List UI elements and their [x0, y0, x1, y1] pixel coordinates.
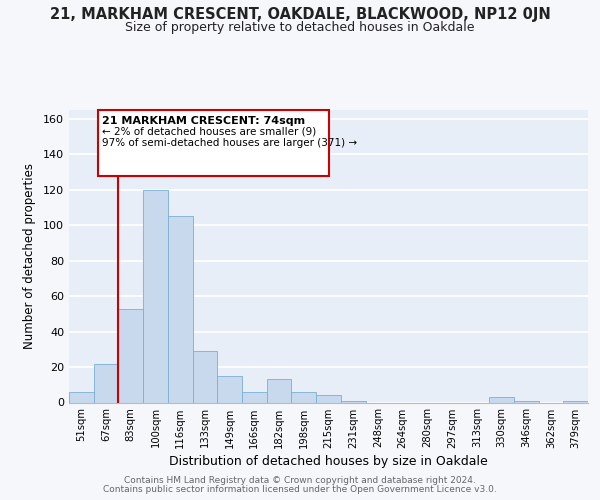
Bar — [489, 397, 514, 402]
Bar — [69, 392, 94, 402]
Bar — [168, 216, 193, 402]
X-axis label: Distribution of detached houses by size in Oakdale: Distribution of detached houses by size … — [169, 454, 488, 468]
Text: 21, MARKHAM CRESCENT, OAKDALE, BLACKWOOD, NP12 0JN: 21, MARKHAM CRESCENT, OAKDALE, BLACKWOOD… — [50, 8, 550, 22]
Bar — [563, 400, 588, 402]
Bar — [292, 392, 316, 402]
Text: Size of property relative to detached houses in Oakdale: Size of property relative to detached ho… — [125, 21, 475, 34]
Bar — [94, 364, 118, 403]
Bar — [217, 376, 242, 402]
Text: Contains public sector information licensed under the Open Government Licence v3: Contains public sector information licen… — [103, 485, 497, 494]
Text: Contains HM Land Registry data © Crown copyright and database right 2024.: Contains HM Land Registry data © Crown c… — [124, 476, 476, 485]
Bar — [193, 351, 217, 403]
Text: 21 MARKHAM CRESCENT: 74sqm: 21 MARKHAM CRESCENT: 74sqm — [103, 116, 305, 126]
Text: ← 2% of detached houses are smaller (9): ← 2% of detached houses are smaller (9) — [103, 127, 317, 137]
Bar — [514, 400, 539, 402]
Bar — [316, 396, 341, 402]
Bar — [143, 190, 168, 402]
Y-axis label: Number of detached properties: Number of detached properties — [23, 163, 36, 349]
Bar — [341, 400, 365, 402]
Text: 97% of semi-detached houses are larger (371) →: 97% of semi-detached houses are larger (… — [103, 138, 358, 147]
Bar — [242, 392, 267, 402]
Bar — [267, 380, 292, 402]
Bar — [118, 308, 143, 402]
